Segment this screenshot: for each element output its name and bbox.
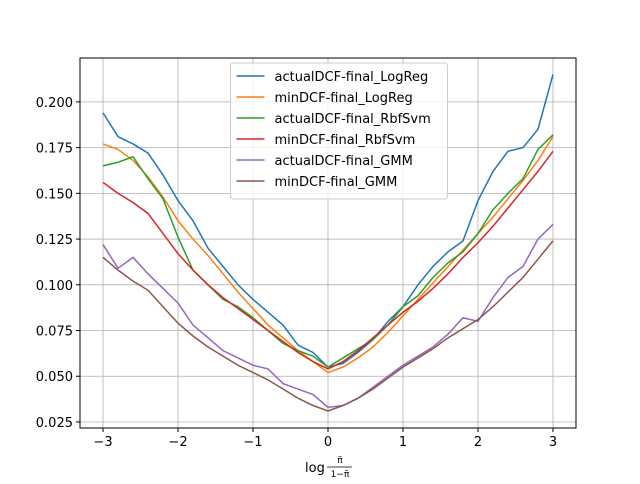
legend-label: minDCF-final_RbfSvm xyxy=(275,133,416,148)
y-tick-label: 0.200 xyxy=(36,96,73,111)
y-tick-label: 0.175 xyxy=(36,142,73,157)
series-line xyxy=(102,150,554,370)
y-tick-label: 0.125 xyxy=(36,233,73,248)
series-line xyxy=(102,134,554,369)
series-line xyxy=(102,240,554,412)
y-tick-label: 0.075 xyxy=(36,325,73,340)
x-label-denominator: 1−π̃ xyxy=(331,470,350,480)
x-tick-label: 2 xyxy=(474,435,482,450)
x-label-base: log xyxy=(305,461,325,476)
legend: actualDCF-final_LogReg minDCF-final_LogRe… xyxy=(230,62,448,200)
x-tick-label: −1 xyxy=(243,435,262,450)
legend-box xyxy=(230,62,448,200)
x-tick-label: 0 xyxy=(324,435,332,450)
legend-label: minDCF-final_GMM xyxy=(275,175,398,190)
x-tick-label: 3 xyxy=(549,435,557,450)
y-tick-label: 0.100 xyxy=(36,279,73,294)
legend-label: actualDCF-final_RbfSvm xyxy=(275,112,431,127)
y-tick-label: 0.025 xyxy=(36,416,73,431)
x-label-numerator: π̃ xyxy=(337,456,343,466)
x-tick-label: −2 xyxy=(168,435,187,450)
x-axis-label: log π̃ 1−π̃ xyxy=(305,456,352,480)
x-tick-label: 1 xyxy=(399,435,407,450)
y-tick-label: 0.050 xyxy=(36,370,73,385)
legend-label: actualDCF-final_LogReg xyxy=(275,70,429,85)
y-tick-label: 0.150 xyxy=(36,187,73,202)
legend-label: minDCF-final_LogReg xyxy=(275,91,413,106)
x-tick-label: −3 xyxy=(93,435,112,450)
series-line xyxy=(102,223,554,409)
legend-label: actualDCF-final_GMM xyxy=(275,154,413,169)
ticks: −3 −2 −1 0 1 2 3 0.025 0.050 0.075 0.100 0.125 0.150… xyxy=(36,96,557,450)
lines xyxy=(102,74,554,412)
